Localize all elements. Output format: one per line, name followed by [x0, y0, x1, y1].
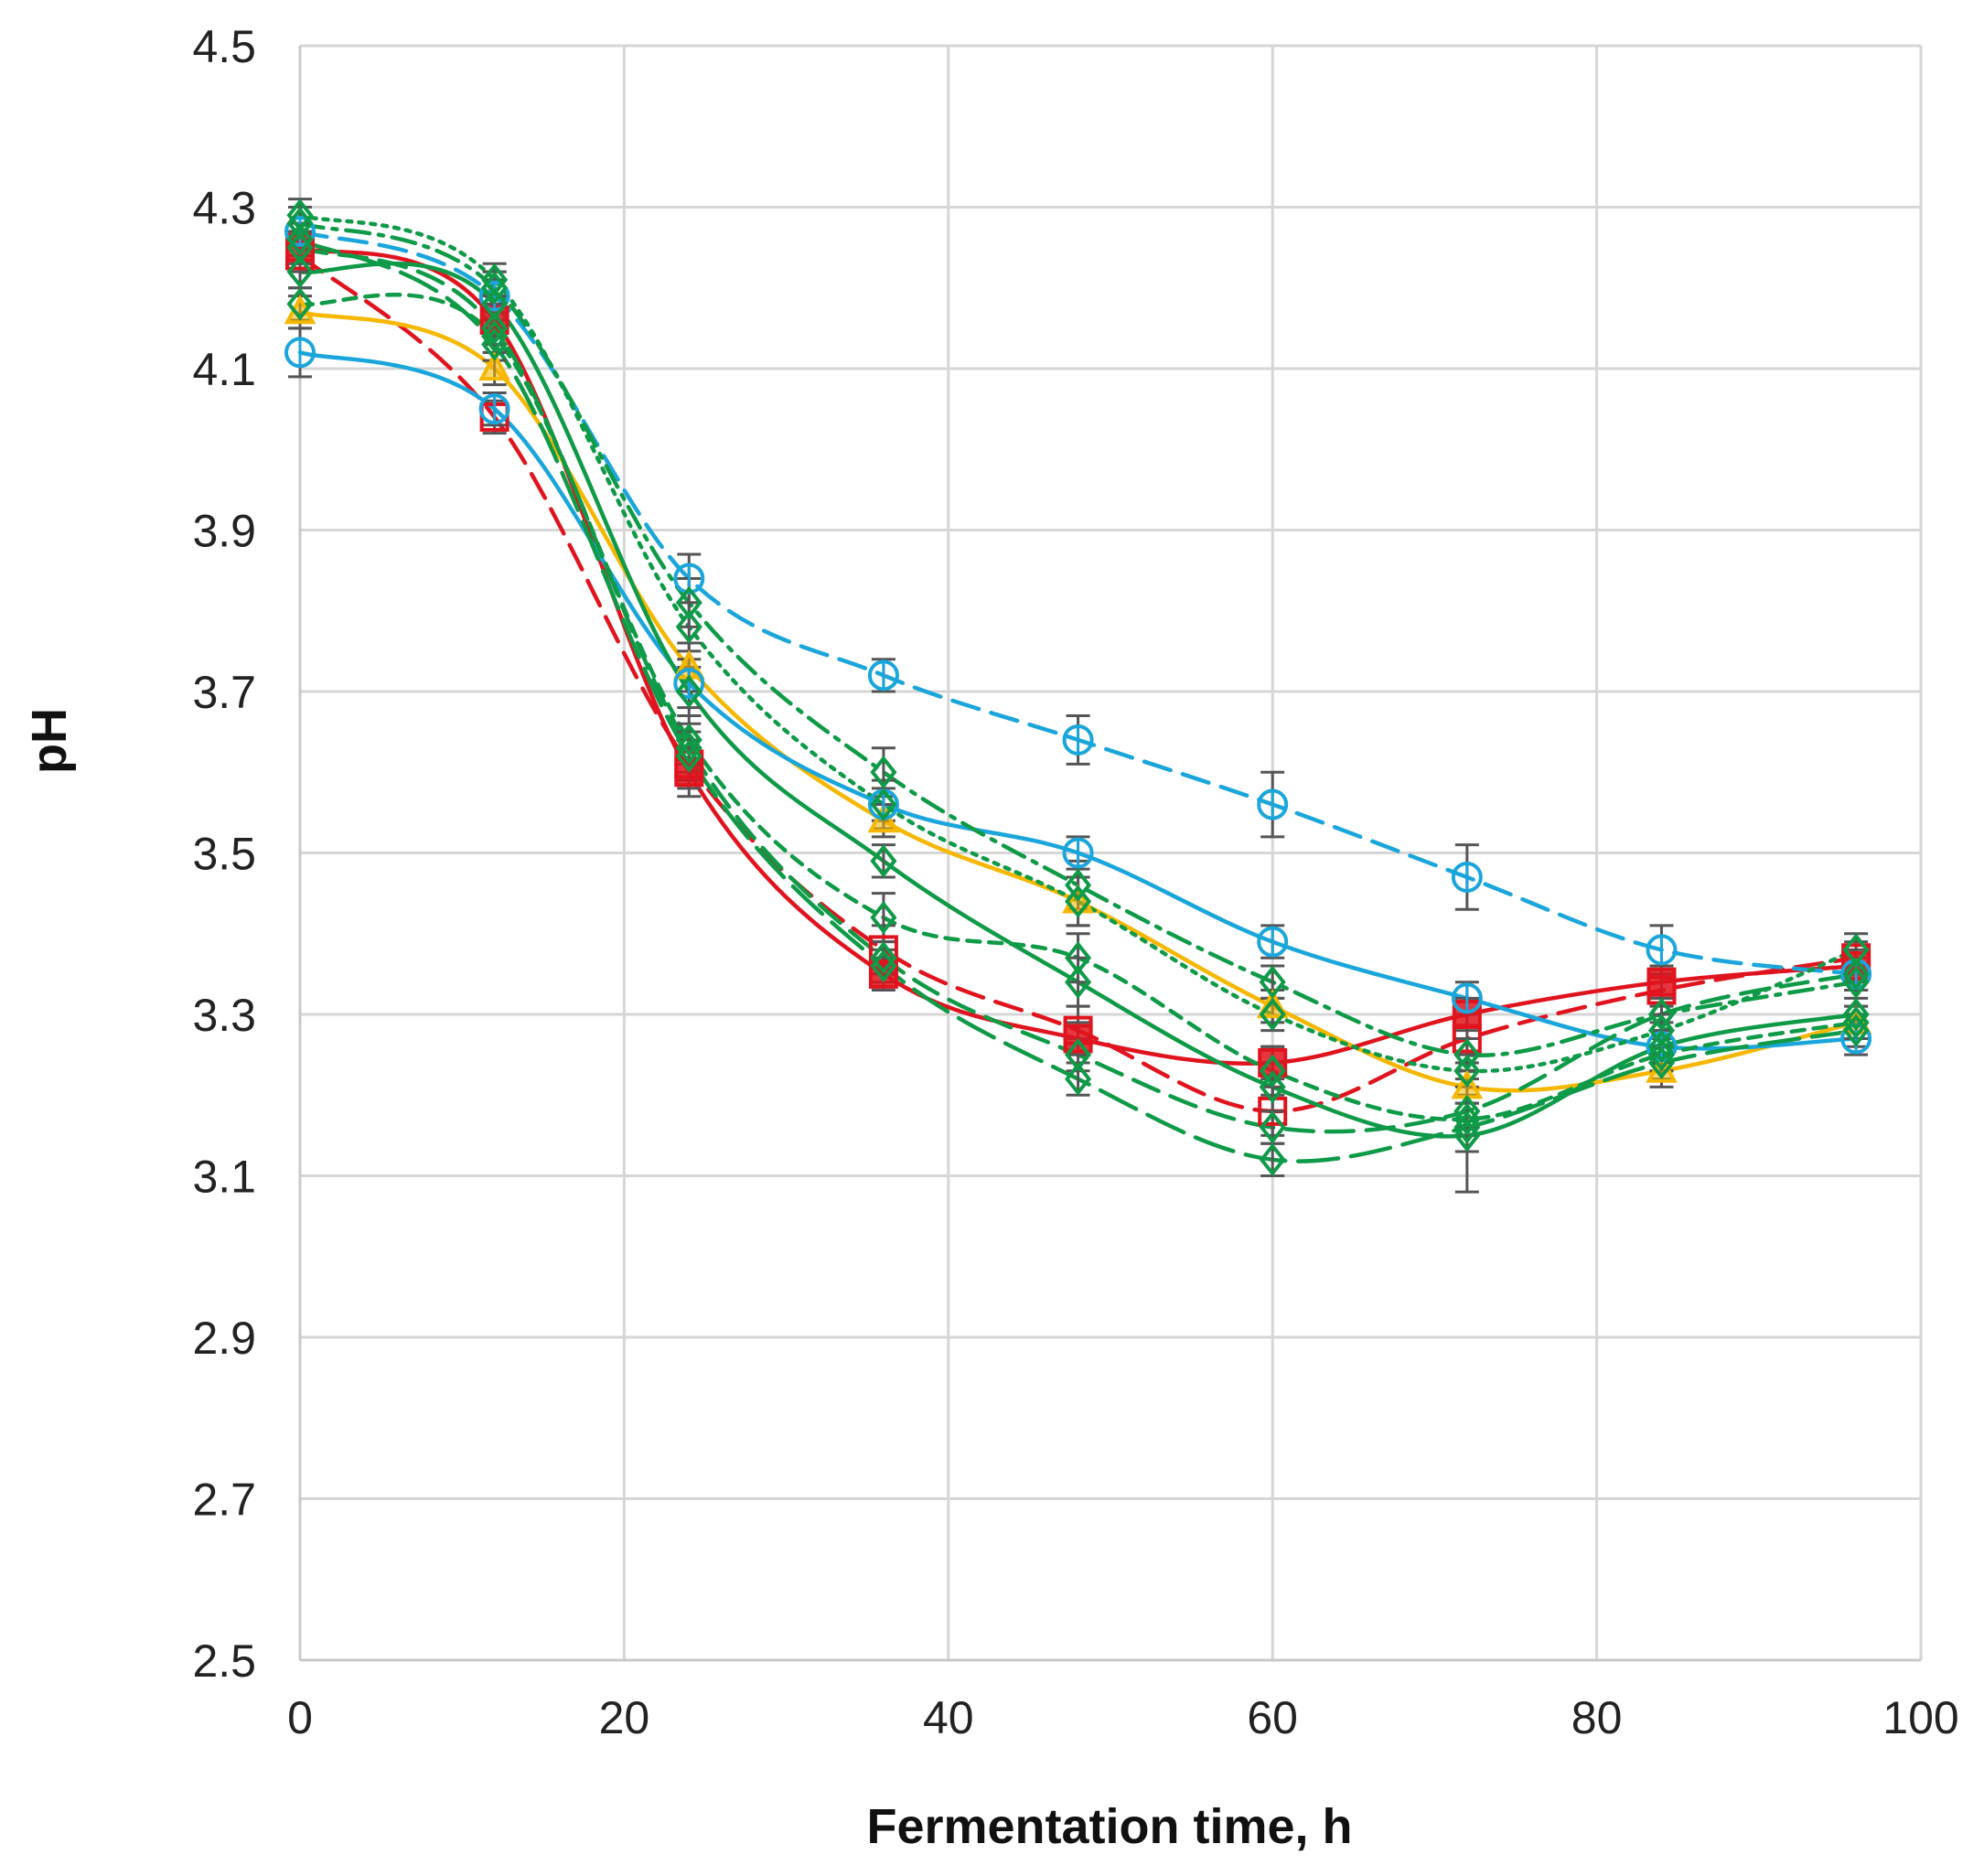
data-point — [1453, 1037, 1481, 1072]
data-point — [1647, 1030, 1676, 1064]
y-tick-label: 4.5 — [192, 21, 256, 72]
series-line-10 — [297, 245, 1859, 1134]
data-point — [675, 585, 702, 620]
data-point — [870, 900, 897, 935]
data-point — [1647, 1037, 1676, 1072]
data-point — [1453, 1110, 1481, 1144]
data-point — [1064, 868, 1092, 903]
x-tick-label: 0 — [287, 1692, 313, 1743]
x-tick-label: 20 — [599, 1692, 650, 1743]
data-point — [1842, 997, 1870, 1032]
y-tick-label: 2.5 — [192, 1635, 256, 1687]
series-line-7 — [297, 213, 1859, 1074]
series-lines — [297, 213, 1859, 1163]
data-point — [1646, 967, 1677, 997]
x-axis-title: Fermentation time, h — [866, 1799, 1352, 1854]
series-line-9 — [297, 237, 1859, 1163]
series-line-3 — [297, 350, 1859, 1051]
data-point — [675, 723, 702, 757]
y-tick-label: 3.9 — [192, 506, 256, 557]
data-point — [1064, 1037, 1092, 1072]
data-point — [1259, 1054, 1286, 1088]
y-tick-label: 2.7 — [192, 1474, 256, 1526]
data-point — [1453, 1094, 1481, 1129]
data-point — [1064, 1062, 1092, 1096]
data-point — [868, 935, 898, 965]
data-point — [1842, 933, 1870, 967]
data-point — [286, 198, 314, 232]
data-point — [1842, 1005, 1870, 1040]
data-point — [870, 788, 897, 821]
data-point — [870, 941, 897, 975]
data-point — [1259, 965, 1286, 999]
y-tick-label: 2.9 — [192, 1313, 256, 1364]
data-point — [870, 844, 897, 878]
data-point — [286, 287, 314, 321]
data-point — [481, 287, 509, 321]
data-point — [1259, 1110, 1286, 1144]
y-tick-label: 3.5 — [192, 829, 256, 880]
data-point — [1842, 1013, 1870, 1047]
data-point — [1064, 965, 1092, 999]
data-point — [481, 311, 509, 346]
x-tick-label: 100 — [1882, 1692, 1958, 1743]
x-tick-label: 80 — [1571, 1692, 1623, 1743]
data-point — [481, 263, 509, 297]
y-tick-label: 3.7 — [192, 667, 256, 718]
data-point — [1259, 1070, 1286, 1104]
y-tick-label: 4.3 — [192, 183, 256, 234]
x-tick-labels: 0 20 40 60 80 100 — [287, 1692, 1959, 1743]
grid — [300, 44, 1923, 1660]
data-point — [1453, 1054, 1481, 1088]
data-point — [675, 731, 702, 765]
data-point — [675, 610, 702, 644]
data-point — [1259, 997, 1286, 1032]
data-point — [1452, 1024, 1482, 1054]
data-point — [286, 254, 314, 289]
series-line-6 — [297, 220, 1859, 1057]
data-point — [286, 222, 314, 257]
y-tick-label: 3.1 — [192, 1152, 256, 1203]
y-axis-title: pH — [22, 708, 77, 774]
markers — [284, 198, 1872, 1177]
data-point — [675, 674, 702, 709]
data-point — [1064, 884, 1092, 918]
data-point — [1064, 941, 1092, 975]
data-point — [1842, 957, 1870, 992]
series-line-1 — [297, 253, 1859, 1114]
x-tick-label: 40 — [923, 1692, 974, 1743]
x-tick-label: 60 — [1247, 1692, 1298, 1743]
data-point — [478, 350, 510, 381]
data-point — [1647, 1045, 1676, 1080]
y-tick-label: 3.3 — [192, 990, 256, 1041]
y-tick-labels: 2.5 2.7 2.9 3.1 3.3 3.5 3.7 3.9 4.1 4.3 4.5 — [192, 21, 256, 1687]
data-point — [1259, 1142, 1286, 1177]
y-tick-label: 4.1 — [192, 344, 256, 395]
data-point — [1647, 1013, 1676, 1047]
data-point — [870, 756, 897, 789]
data-point — [286, 230, 314, 264]
data-point — [481, 327, 509, 361]
data-point — [1647, 997, 1676, 1032]
